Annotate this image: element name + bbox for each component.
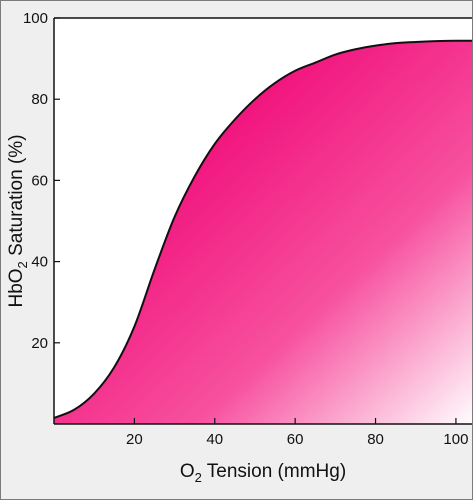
- x-tick-label: 100: [443, 431, 468, 448]
- y-axis-ticks: 20 40 60 80 100: [23, 10, 60, 352]
- y-tick-label: 100: [23, 10, 48, 27]
- y-axis-title: HbO2 Saturation (%): [6, 134, 30, 307]
- x-tick-label: 60: [287, 431, 304, 448]
- x-tick-label: 80: [367, 431, 384, 448]
- y-tick-label: 20: [31, 335, 48, 352]
- x-tick-label: 20: [126, 431, 143, 448]
- x-tick-label: 40: [206, 431, 223, 448]
- y-tick-label: 60: [31, 172, 48, 189]
- x-axis-title: O2 Tension (mmHg): [180, 461, 346, 485]
- y-tick-label: 80: [31, 91, 48, 108]
- saturation-curve: [53, 39, 473, 419]
- x-axis-ticks: 20 40 60 80 100: [126, 418, 468, 448]
- saturation-area: [54, 40, 472, 424]
- y-tick-label: 40: [31, 254, 48, 271]
